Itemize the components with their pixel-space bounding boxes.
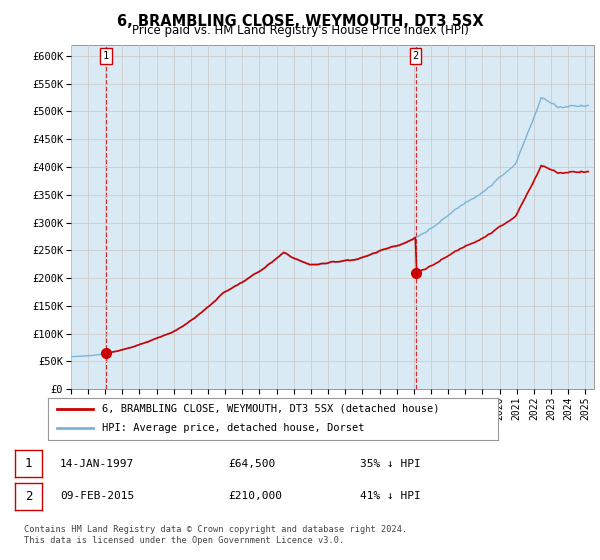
Text: 2: 2: [412, 51, 419, 61]
Text: Price paid vs. HM Land Registry's House Price Index (HPI): Price paid vs. HM Land Registry's House …: [131, 24, 469, 37]
Text: 09-FEB-2015: 09-FEB-2015: [60, 491, 134, 501]
Text: 1: 1: [25, 457, 32, 470]
Text: 1: 1: [103, 51, 109, 61]
Text: HPI: Average price, detached house, Dorset: HPI: Average price, detached house, Dors…: [102, 423, 365, 433]
Text: 35% ↓ HPI: 35% ↓ HPI: [360, 459, 421, 469]
Text: 41% ↓ HPI: 41% ↓ HPI: [360, 491, 421, 501]
Text: Contains HM Land Registry data © Crown copyright and database right 2024.
This d: Contains HM Land Registry data © Crown c…: [24, 525, 407, 545]
Text: 2: 2: [25, 489, 32, 503]
Text: £64,500: £64,500: [228, 459, 275, 469]
Text: 6, BRAMBLING CLOSE, WEYMOUTH, DT3 5SX (detached house): 6, BRAMBLING CLOSE, WEYMOUTH, DT3 5SX (d…: [102, 404, 439, 414]
Text: 6, BRAMBLING CLOSE, WEYMOUTH, DT3 5SX: 6, BRAMBLING CLOSE, WEYMOUTH, DT3 5SX: [116, 14, 484, 29]
Text: 14-JAN-1997: 14-JAN-1997: [60, 459, 134, 469]
Text: £210,000: £210,000: [228, 491, 282, 501]
